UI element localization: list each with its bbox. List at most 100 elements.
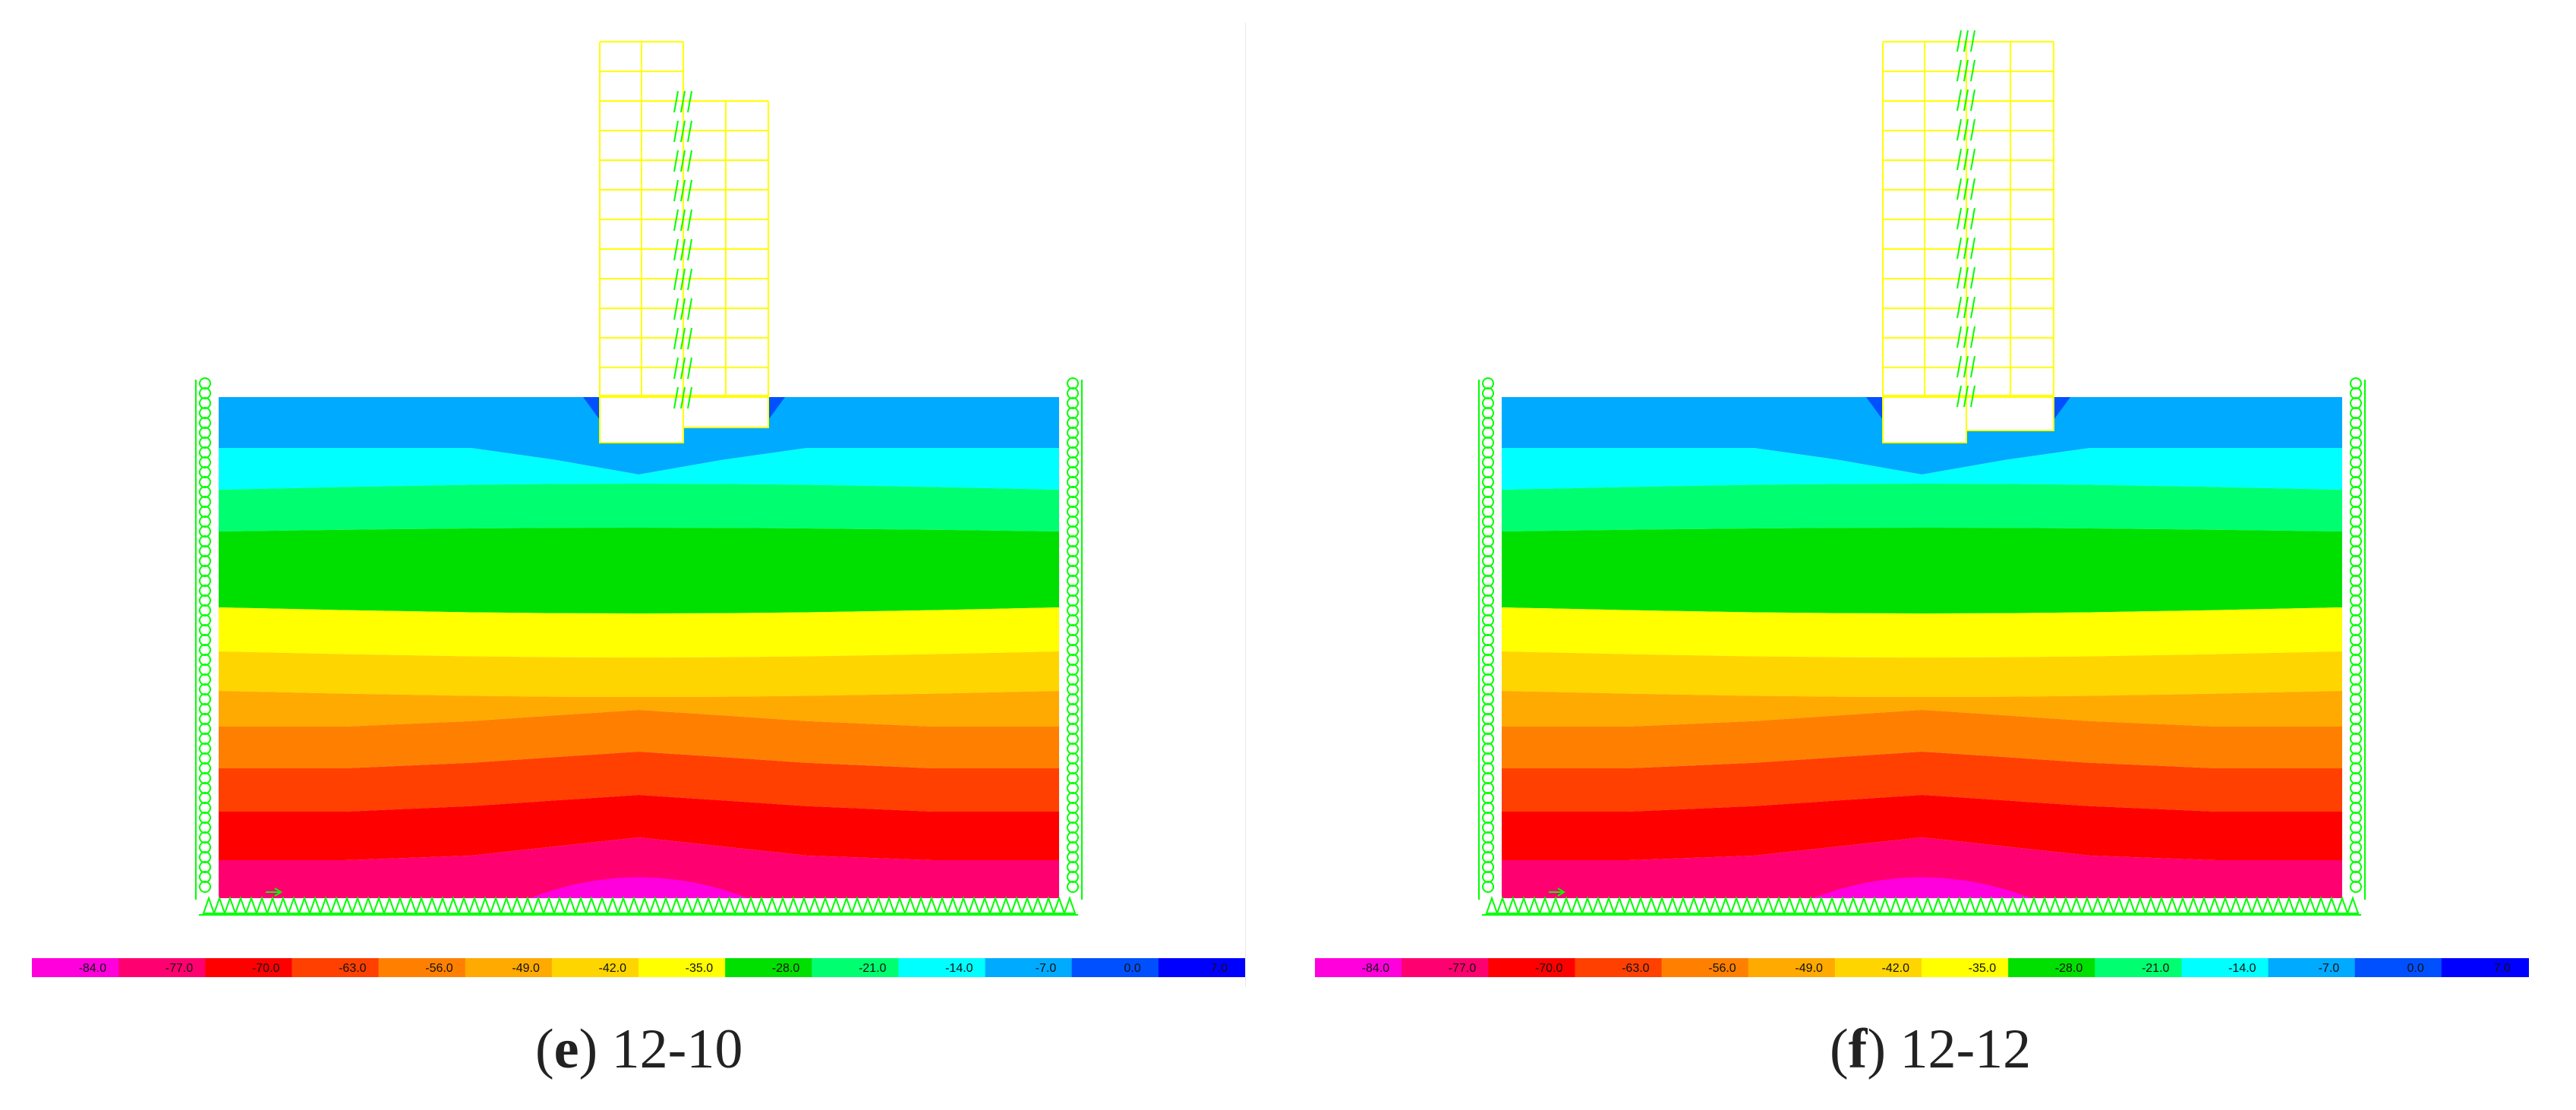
- roller-right: [2350, 772, 2362, 784]
- legend-label: -77.0: [1449, 962, 1477, 975]
- roller-left: [199, 723, 211, 735]
- legend-label: -84.0: [79, 962, 107, 975]
- roller-left: [199, 871, 211, 883]
- roller-right: [2350, 861, 2362, 873]
- axis-marker: [266, 888, 282, 897]
- spring-mark: [673, 238, 692, 261]
- pin-support: [1868, 895, 1881, 914]
- roller-right: [1067, 377, 1079, 389]
- contour-band: [219, 484, 1059, 531]
- legend-swatch: [2354, 958, 2442, 977]
- contour-band: [219, 795, 1059, 860]
- legend-swatch: [2095, 958, 2183, 977]
- roller-left: [199, 782, 211, 794]
- pin-support: [1042, 895, 1055, 914]
- pin-support: [1995, 895, 2009, 914]
- pin-support: [850, 895, 864, 914]
- pin-support: [2293, 895, 2306, 914]
- caption-letter-f: f: [1848, 1018, 1868, 1080]
- pin-support: [2187, 895, 2200, 914]
- legend-label: -35.0: [686, 962, 714, 975]
- pin-support: [351, 895, 364, 914]
- joint-springs: [673, 90, 692, 409]
- pin-support: [1623, 895, 1637, 914]
- pin-support: [691, 895, 705, 914]
- spring-mark: [673, 209, 692, 232]
- contour-band-bottom: [529, 877, 749, 898]
- pin-support: [1698, 895, 1711, 914]
- legend-label: -28.0: [772, 962, 800, 975]
- roller-left: [1482, 634, 1494, 646]
- legend-swatch: [1315, 958, 1403, 977]
- pin-support: [1506, 895, 1520, 914]
- spring-mark: [1956, 296, 1975, 319]
- roller-left: [199, 516, 211, 528]
- legend-label: -42.0: [1882, 962, 1910, 975]
- pin-support: [659, 895, 673, 914]
- legend-swatch: [1748, 958, 1836, 977]
- roller-right: [1067, 654, 1079, 666]
- pin-support: [1687, 895, 1701, 914]
- roller-right: [1067, 644, 1079, 656]
- pin-support: [840, 895, 853, 914]
- roller-left: [1482, 585, 1494, 597]
- roller-left: [199, 644, 211, 656]
- roller-right: [1067, 446, 1079, 459]
- roller-left: [199, 861, 211, 873]
- pin-support: [1676, 895, 1690, 914]
- roller-right: [1067, 594, 1079, 607]
- pin-support: [1974, 895, 1988, 914]
- spring-mark: [1956, 148, 1975, 171]
- legend-swatch: [551, 958, 639, 977]
- legend-swatch: [1834, 958, 1922, 977]
- legend-swatch: [985, 958, 1073, 977]
- roller-right: [1067, 881, 1079, 893]
- roller-right: [1067, 437, 1079, 449]
- legend-swatch: [378, 958, 466, 977]
- roller-right: [2350, 397, 2362, 409]
- pin-support: [436, 895, 449, 914]
- pin-support: [563, 895, 577, 914]
- pin-support: [2218, 895, 2232, 914]
- pin-support: [872, 895, 885, 914]
- roller-left: [1482, 594, 1494, 607]
- legend-swatch: [638, 958, 727, 977]
- boundary-supports: [195, 377, 1083, 916]
- roller-right: [2350, 654, 2362, 666]
- roller-right: [1067, 535, 1079, 547]
- contour-band: [1502, 448, 2342, 490]
- legend-label: -7.0: [2319, 962, 2340, 975]
- contour-band: [219, 528, 1059, 613]
- roller-right: [1067, 664, 1079, 676]
- roller-right: [1067, 466, 1079, 478]
- roller-left: [199, 733, 211, 745]
- roller-right: [2350, 831, 2362, 844]
- roller-left: [199, 851, 211, 863]
- roller-left: [1482, 604, 1494, 616]
- spring-mark: [673, 90, 692, 113]
- roller-right: [2350, 516, 2362, 528]
- pin-support: [2250, 895, 2264, 914]
- pin-support: [861, 895, 875, 914]
- spring-mark: [1956, 207, 1975, 230]
- panel-divider: [1245, 23, 1246, 987]
- roller-right: [2350, 664, 2362, 676]
- roller-left: [1482, 486, 1494, 498]
- pin-support: [223, 895, 237, 914]
- legend-swatch: [1158, 958, 1246, 977]
- roller-right: [2350, 614, 2362, 626]
- color-legend: -84.0 -77.0 -70.0 -63.0 -56.0 -49.0 -42.0 -35.0…: [1315, 958, 2529, 977]
- roller-right: [2350, 594, 2362, 607]
- roller-right: [2350, 871, 2362, 883]
- pin-support: [1751, 895, 1764, 914]
- pin-support: [2314, 895, 2328, 914]
- roller-left: [199, 802, 211, 814]
- roller-left: [1482, 525, 1494, 538]
- pin-support: [946, 895, 960, 914]
- pin-support: [903, 895, 917, 914]
- pin-support: [244, 895, 258, 914]
- roller-left: [199, 594, 211, 607]
- roller-left: [1482, 881, 1494, 893]
- pin-support: [2176, 895, 2190, 914]
- roller-right: [2350, 703, 2362, 715]
